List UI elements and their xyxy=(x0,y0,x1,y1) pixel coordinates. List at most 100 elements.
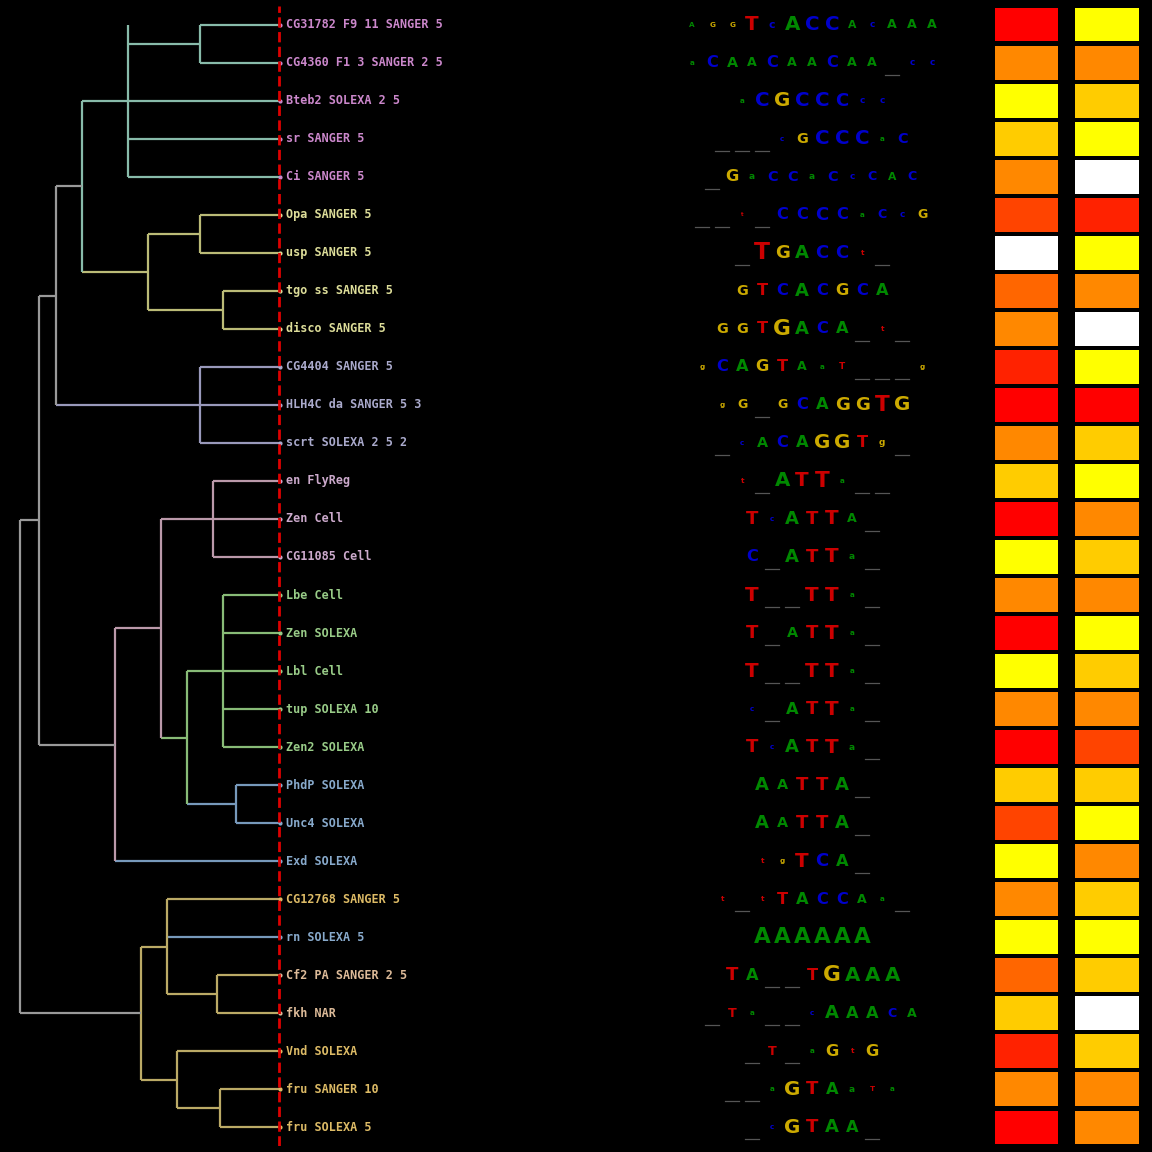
Text: T: T xyxy=(825,699,839,719)
Bar xyxy=(1075,806,1138,840)
Text: a: a xyxy=(889,1086,895,1092)
Bar xyxy=(1075,502,1138,536)
Text: C: C xyxy=(814,129,829,149)
Text: Zen Cell: Zen Cell xyxy=(286,513,342,525)
Text: T: T xyxy=(825,509,839,529)
Text: A: A xyxy=(776,816,788,831)
Bar xyxy=(995,502,1059,536)
Text: A: A xyxy=(748,56,757,69)
Text: C: C xyxy=(856,283,869,298)
Text: C: C xyxy=(867,170,877,183)
Text: A: A xyxy=(794,927,811,947)
Text: T: T xyxy=(825,661,839,681)
Bar xyxy=(995,1111,1059,1144)
Text: A: A xyxy=(825,1119,839,1136)
Text: g: g xyxy=(919,364,925,370)
Text: G: G xyxy=(775,244,789,262)
Text: T: T xyxy=(857,435,867,450)
Text: A: A xyxy=(908,18,917,31)
Text: T: T xyxy=(814,471,829,491)
Text: a: a xyxy=(849,553,855,561)
Text: A: A xyxy=(834,927,850,947)
Text: T: T xyxy=(825,623,839,643)
Text: Vnd SOLEXA: Vnd SOLEXA xyxy=(286,1045,357,1058)
Text: G: G xyxy=(736,321,748,336)
Bar xyxy=(1075,46,1138,79)
Text: T: T xyxy=(806,510,818,528)
Text: Lbl Cell: Lbl Cell xyxy=(286,665,342,677)
Text: a: a xyxy=(850,668,855,674)
Text: Zen2 SOLEXA: Zen2 SOLEXA xyxy=(286,741,364,753)
Text: a: a xyxy=(880,136,885,142)
Text: A: A xyxy=(888,172,896,182)
Text: C: C xyxy=(796,397,808,412)
Text: c: c xyxy=(740,440,744,446)
Text: t: t xyxy=(861,250,864,256)
Text: a: a xyxy=(750,1010,755,1016)
Text: tup SOLEXA 10: tup SOLEXA 10 xyxy=(286,703,378,715)
Text: G: G xyxy=(894,395,910,415)
Text: C: C xyxy=(825,15,840,35)
Text: A: A xyxy=(756,814,770,832)
Bar xyxy=(1075,730,1138,764)
Text: G: G xyxy=(796,131,808,146)
Text: A: A xyxy=(795,320,809,338)
Text: G: G xyxy=(824,965,841,985)
Bar xyxy=(1075,616,1138,650)
Text: G: G xyxy=(834,433,850,453)
Text: PhdP SOLEXA: PhdP SOLEXA xyxy=(286,779,364,791)
Text: G: G xyxy=(865,1044,879,1059)
Bar xyxy=(1075,692,1138,726)
Text: usp SANGER 5: usp SANGER 5 xyxy=(286,247,371,259)
Text: A: A xyxy=(795,244,809,262)
Bar xyxy=(1075,996,1138,1030)
Text: C: C xyxy=(908,170,917,183)
Text: A: A xyxy=(887,18,897,31)
Text: T: T xyxy=(806,968,818,983)
Text: C: C xyxy=(827,169,838,184)
Text: A: A xyxy=(927,18,937,31)
Bar xyxy=(995,198,1059,232)
Text: T: T xyxy=(726,967,738,984)
Text: A: A xyxy=(774,471,790,491)
Text: T: T xyxy=(805,661,819,681)
Text: A: A xyxy=(813,927,831,947)
Text: c: c xyxy=(770,516,774,522)
Text: A: A xyxy=(727,55,737,70)
Bar xyxy=(995,236,1059,270)
Text: G: G xyxy=(835,283,849,298)
Text: C: C xyxy=(897,131,908,146)
Text: T: T xyxy=(806,738,818,756)
Text: CG4360 F1 3 SANGER 2 5: CG4360 F1 3 SANGER 2 5 xyxy=(286,56,442,69)
Bar xyxy=(1075,920,1138,954)
Text: T: T xyxy=(806,1119,818,1136)
Text: T: T xyxy=(806,700,818,718)
Bar xyxy=(1075,198,1138,232)
Bar xyxy=(1075,274,1138,308)
Text: G: G xyxy=(726,169,738,184)
Text: c: c xyxy=(900,211,904,219)
Text: t: t xyxy=(741,212,743,218)
Text: Zen SOLEXA: Zen SOLEXA xyxy=(286,627,357,639)
Text: C: C xyxy=(836,207,848,222)
Text: A: A xyxy=(885,965,900,985)
Text: c: c xyxy=(770,744,774,750)
Text: c: c xyxy=(859,97,865,105)
Text: A: A xyxy=(787,626,797,641)
Bar xyxy=(995,540,1059,574)
Text: C: C xyxy=(816,206,828,223)
Text: c: c xyxy=(768,20,775,30)
Text: A: A xyxy=(808,56,817,69)
Bar xyxy=(1075,1111,1138,1144)
Text: a: a xyxy=(820,364,825,370)
Text: c: c xyxy=(870,21,874,29)
Bar xyxy=(995,996,1059,1030)
Text: C: C xyxy=(835,92,849,109)
Text: c: c xyxy=(770,1124,774,1130)
Text: A: A xyxy=(826,1082,839,1097)
Text: A: A xyxy=(689,22,695,28)
Text: a: a xyxy=(859,212,865,218)
Text: g: g xyxy=(879,439,886,447)
Bar xyxy=(995,426,1059,460)
Text: en FlyReg: en FlyReg xyxy=(286,475,350,487)
